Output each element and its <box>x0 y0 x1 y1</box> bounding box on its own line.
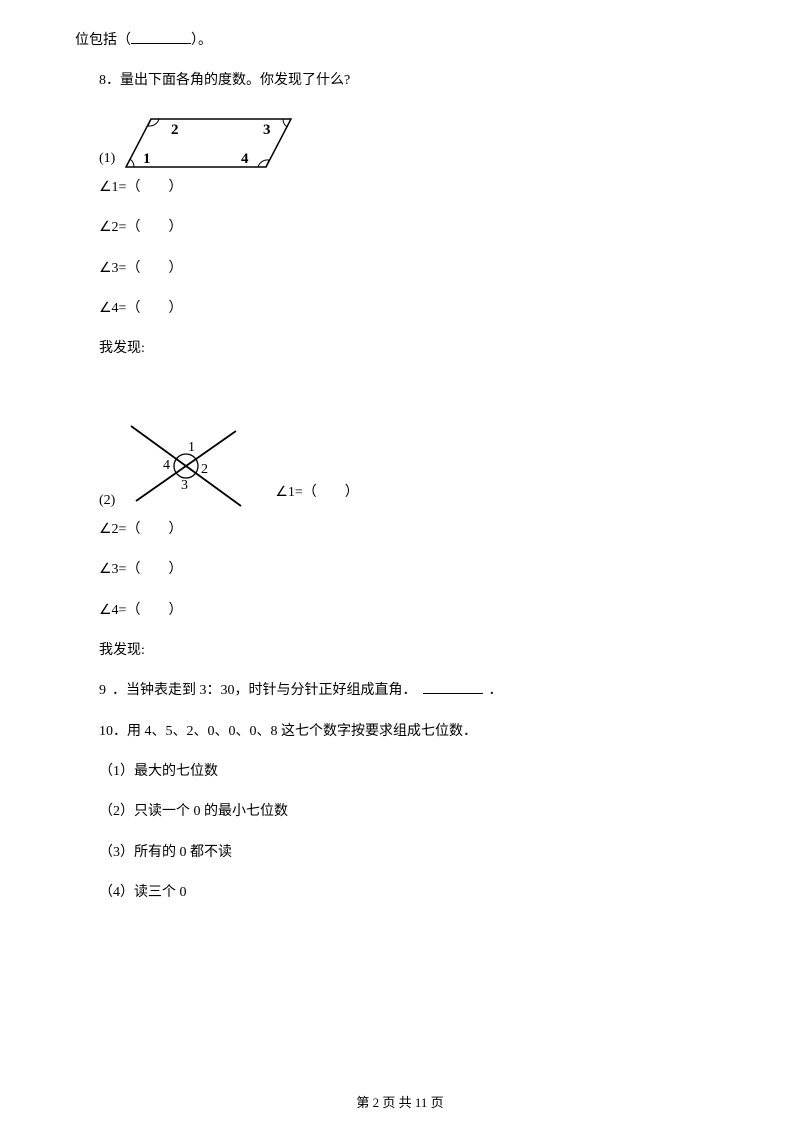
label-2: 2 <box>171 122 179 138</box>
q8-part1-label: (1) <box>99 148 115 170</box>
q8-angle2: ∠2=（ ） <box>75 217 725 239</box>
q8-angle4: ∠4=（ ） <box>75 298 725 320</box>
parallelogram-diagram: 2 3 1 4 <box>121 111 296 173</box>
q8-part2-label: (2) <box>99 490 115 512</box>
q10-sub3: （3）所有的 0 都不读 <box>75 842 725 864</box>
prev-page-fragment: 位包括（ ）。 <box>75 30 725 52</box>
fragment-after: ）。 <box>191 33 212 48</box>
q8-discover1: 我发现: <box>75 338 725 360</box>
q9-number: 9 <box>99 680 106 702</box>
q8-angle2b: ∠2=（ ） <box>75 519 725 541</box>
label-4: 4 <box>241 151 249 167</box>
q8-diagram2-row: (2) 1 2 3 4 ∠1=（ ） <box>75 411 725 519</box>
q10-sub4: （4）读三个 0 <box>75 882 725 904</box>
q8-number: 8 <box>99 73 106 88</box>
q8-angle1: ∠1=（ ） <box>75 177 725 199</box>
question-8: 8．量出下面各角的度数。你发现了什么? <box>75 70 725 92</box>
q8-angle3: ∠3=（ ） <box>75 258 725 280</box>
label-2: 2 <box>201 462 208 477</box>
blank-underline <box>131 30 191 44</box>
q9-text: ．当钟表走到 3：30，时针与分针正好组成直角． <box>112 680 417 702</box>
q10-sub2: （2）只读一个 0 的最小七位数 <box>75 801 725 823</box>
q8-angle1b: ∠1=（ ） <box>275 482 358 504</box>
q10-sub1: （1）最大的七位数 <box>75 761 725 783</box>
q8-angle4b: ∠4=（ ） <box>75 600 725 622</box>
label-1: 1 <box>188 440 195 455</box>
q9-trailing: ． <box>489 680 503 702</box>
q9-blank <box>423 680 483 694</box>
q10-text: ．用 4、5、2、0、0、0、8 这七个数字按要求组成七位数． <box>113 724 477 739</box>
cross-diagram: 1 2 3 4 <box>121 411 251 519</box>
label-4: 4 <box>163 458 170 473</box>
label-1: 1 <box>143 151 151 167</box>
q8-discover2: 我发现: <box>75 640 725 662</box>
label-3: 3 <box>181 478 188 493</box>
label-3: 3 <box>263 122 271 138</box>
q8-text: ．量出下面各角的度数。你发现了什么? <box>106 73 350 88</box>
page-footer: 第 2 页 共 11 页 <box>0 1093 800 1114</box>
q8-angle3b: ∠3=（ ） <box>75 559 725 581</box>
q10-number: 10 <box>99 724 113 739</box>
question-9: 9 ．当钟表走到 3：30，时针与分针正好组成直角． ． <box>75 680 725 702</box>
question-10: 10．用 4、5、2、0、0、0、8 这七个数字按要求组成七位数． <box>75 721 725 743</box>
q8-diagram1-row: (1) 2 3 1 4 <box>75 111 725 173</box>
fragment-before: 位包括（ <box>75 33 131 48</box>
